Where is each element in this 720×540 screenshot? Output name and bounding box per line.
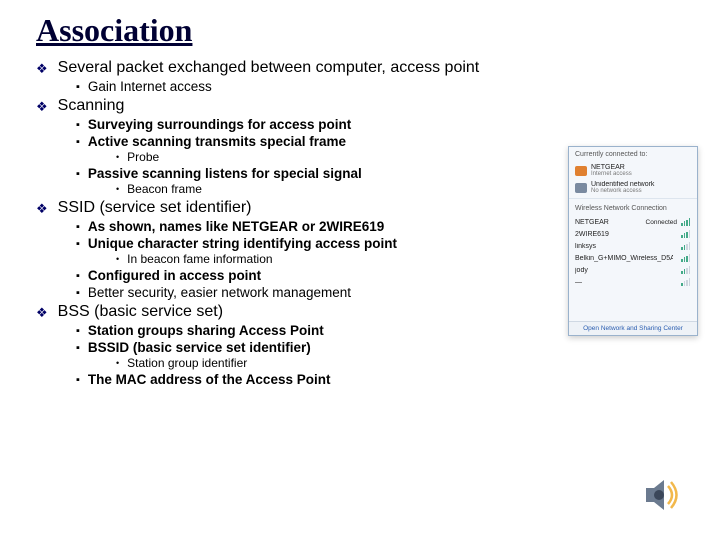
net-name: jody xyxy=(575,267,673,274)
wifi-header: Currently connected to: xyxy=(575,151,647,158)
conn-subtitle: Internet access xyxy=(591,171,691,177)
network-icon xyxy=(575,166,587,176)
level1-text: SSID (service set identifier) xyxy=(58,199,252,217)
signal-bars-icon xyxy=(681,242,691,250)
wifi-network-row: linksys xyxy=(569,240,697,252)
wifi-popup-panel: Currently connected to: NETGEARInternet … xyxy=(568,146,698,336)
wifi-footer-link: Open Network and Sharing Center xyxy=(569,321,697,335)
level1-item: ❖ Scanning xyxy=(36,97,690,115)
level2-text: The MAC address of the Access Point xyxy=(88,372,331,387)
wifi-network-row: — xyxy=(569,276,697,288)
wifi-network-row: Belkin_G+MIMO_Wireless_D5AA1 xyxy=(569,252,697,264)
level1-text: BSS (basic service set) xyxy=(58,303,223,321)
diamond-bullet-icon: ❖ xyxy=(36,61,48,77)
wifi-connected-row: Unidentified networkNo network access xyxy=(569,179,697,196)
net-name: NETGEAR xyxy=(575,219,642,226)
diamond-bullet-icon: ❖ xyxy=(36,201,48,217)
conn-subtitle: No network access xyxy=(591,188,691,194)
wifi-connected-row: NETGEARInternet access xyxy=(569,162,697,179)
dot-bullet-icon: • xyxy=(116,184,119,194)
conn-name: NETGEAR xyxy=(591,164,691,171)
signal-bars-icon xyxy=(681,266,691,274)
square-bullet-icon: ▪ xyxy=(76,238,80,250)
level2-text: Station groups sharing Access Point xyxy=(88,323,324,338)
level2-text: Configured in access point xyxy=(88,268,261,283)
square-bullet-icon: ▪ xyxy=(76,221,80,233)
square-bullet-icon: ▪ xyxy=(76,374,80,386)
net-name: 2WIRE619 xyxy=(575,231,673,238)
square-bullet-icon: ▪ xyxy=(76,342,80,354)
level2-text: Gain Internet access xyxy=(88,79,212,94)
level2-text: Unique character string identifying acce… xyxy=(88,236,397,251)
net-name: linksys xyxy=(575,243,673,250)
level2-item: ▪ BSSID (basic service set identifier) xyxy=(76,340,690,355)
level2-text: BSSID (basic service set identifier) xyxy=(88,340,311,355)
square-bullet-icon: ▪ xyxy=(76,325,80,337)
signal-bars-icon xyxy=(681,218,691,226)
signal-bars-icon xyxy=(681,254,691,262)
diamond-bullet-icon: ❖ xyxy=(36,305,48,321)
wifi-network-row: NETGEAR Connected xyxy=(569,216,697,228)
level2-text: As shown, names like NETGEAR or 2WIRE619 xyxy=(88,219,384,234)
square-bullet-icon: ▪ xyxy=(76,270,80,282)
wifi-network-row: jody xyxy=(569,264,697,276)
level2-item: ▪ The MAC address of the Access Point xyxy=(76,372,690,387)
net-state: Connected xyxy=(646,219,677,226)
square-bullet-icon: ▪ xyxy=(76,119,80,131)
network-icon xyxy=(575,183,587,193)
signal-bars-icon xyxy=(681,278,691,286)
net-name: Belkin_G+MIMO_Wireless_D5AA1 xyxy=(575,255,673,262)
level3-text: Probe xyxy=(127,150,159,164)
level1-text: Scanning xyxy=(58,97,125,115)
dot-bullet-icon: • xyxy=(116,358,119,368)
level2-text: Surveying surroundings for access point xyxy=(88,117,351,132)
wifi-network-row: 2WIRE619 xyxy=(569,228,697,240)
dot-bullet-icon: • xyxy=(116,254,119,264)
conn-name: Unidentified network xyxy=(591,181,691,188)
net-name: — xyxy=(575,279,673,286)
level2-item: ▪ Gain Internet access xyxy=(76,79,690,94)
level3-text: Station group identifier xyxy=(127,356,247,370)
square-bullet-icon: ▪ xyxy=(76,287,80,299)
level2-text: Better security, easier network manageme… xyxy=(88,285,351,300)
level3-item: • Station group identifier xyxy=(116,356,690,370)
square-bullet-icon: ▪ xyxy=(76,81,80,93)
square-bullet-icon: ▪ xyxy=(76,168,80,180)
level2-text: Active scanning transmits special frame xyxy=(88,134,346,149)
diamond-bullet-icon: ❖ xyxy=(36,99,48,115)
dot-bullet-icon: • xyxy=(116,152,119,162)
signal-bars-icon xyxy=(681,230,691,238)
square-bullet-icon: ▪ xyxy=(76,136,80,148)
level1-text: Several packet exchanged between compute… xyxy=(58,59,480,77)
level3-text: Beacon frame xyxy=(127,182,202,196)
slide-title: Association xyxy=(36,12,690,49)
level2-text: Passive scanning listens for special sig… xyxy=(88,166,362,181)
level1-item: ❖ Several packet exchanged between comput… xyxy=(36,59,690,77)
speaker-icon xyxy=(642,474,684,516)
level3-text: In beacon fame information xyxy=(127,252,272,266)
wifi-section2: Wireless Network Connection xyxy=(575,205,667,212)
level2-item: ▪ Surveying surroundings for access point xyxy=(76,117,690,132)
